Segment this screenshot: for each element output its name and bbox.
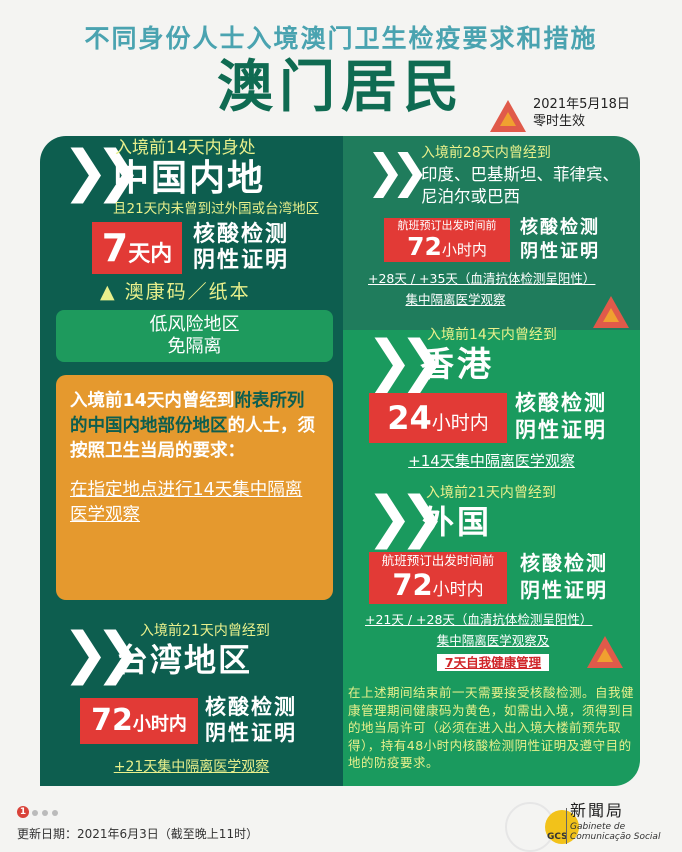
warning-triangle-icon <box>587 636 623 668</box>
effective-date-text: 2021年5月18日 <box>533 97 630 112</box>
special-areas-box: 入境前14天内曾经到附表所列的中国内地部份地区的人士，须按照卫生当局的要求： 在… <box>56 375 333 600</box>
foreign-days: +21天 / +28天（血清抗体检测呈阳性） <box>365 612 593 627</box>
hours-number: 72 <box>392 568 433 602</box>
page-subtitle: 不同身份人士入境澳门卫生检疫要求和措施 <box>84 24 598 53</box>
taiwan-region: 台湾地区 <box>116 641 253 679</box>
mainland-pre: 入境前14天内身处 <box>115 138 256 158</box>
logo-pt-line2: Comunicação Social <box>570 832 661 842</box>
hours-unit: 小时内 <box>132 714 187 735</box>
india-regions: 印度、巴基斯坦、菲律宾、 尼泊尔或巴西 <box>421 164 619 208</box>
foreign-note: 在上述期间结束前一天需要接受核酸检测。自我健康管理期间健康码为黄色，如需出入境，… <box>348 685 635 770</box>
test-line2: 阴性证明 <box>515 418 607 442</box>
flight-text: 航班预订出发时间前 <box>397 219 497 232</box>
hours-number: 72 <box>407 232 442 261</box>
logo-pt-line1: Gabinete de <box>570 822 626 832</box>
foreign-quarantine: 集中隔离医学观察及 <box>436 633 550 648</box>
test-line2: 阴性证明 <box>205 721 297 745</box>
hours-unit: 小时内 <box>441 241 487 259</box>
low-risk-line1: 低风险地区 <box>149 314 240 335</box>
hours-unit: 小时内 <box>431 412 489 434</box>
warning-triangle-icon <box>490 100 526 132</box>
page-title: 澳门居民 <box>217 55 465 120</box>
foreign-pre: 入境前21天内曾经到 <box>426 485 556 501</box>
hk-pre: 入境前14天内曾经到 <box>427 327 557 343</box>
taiwan-quarantine: +21天集中隔离医学观察 <box>113 759 270 775</box>
india-quarantine: 集中隔离医学观察 <box>405 292 506 307</box>
days-number: 7 <box>101 226 129 270</box>
taiwan-pre: 入境前21天内曾经到 <box>140 623 270 639</box>
hours-number: 24 <box>387 399 432 437</box>
chevron-icon: ❯❯ <box>366 144 429 198</box>
test-line1: 核酸检测 <box>520 217 600 238</box>
mainland-test: 核酸检测 阴性证明 <box>193 222 289 274</box>
taiwan-hours-badge: 72小时内 <box>80 698 198 744</box>
test-line2: 阴性证明 <box>520 578 608 602</box>
mainland-days-badge: 7天内 <box>92 222 182 274</box>
test-line1: 核酸检测 <box>520 551 608 575</box>
orange-highlight: 附表所列的中国内地部份地区 <box>70 391 305 436</box>
logo-portuguese: Gabinete de Comunicação Social <box>570 822 660 842</box>
low-risk-line2: 免隔离 <box>167 336 222 357</box>
health-code-text: ▲ 澳康码／纸本 <box>100 281 251 303</box>
test-line1: 核酸检测 <box>515 391 607 415</box>
orange-lead: 入境前14天内曾经到 <box>70 391 235 411</box>
test-line2: 阴性证明 <box>520 241 600 262</box>
self-health-management: 7天自我健康管理 <box>437 654 549 671</box>
hk-test: 核酸检测 阴性证明 <box>515 390 607 444</box>
mainland-region: 中国内地 <box>113 158 266 199</box>
hk-region: 香港 <box>420 345 494 385</box>
region-line2: 尼泊尔或巴西 <box>421 187 520 206</box>
hk-quarantine: +14天集中隔离医学观察 <box>408 452 575 470</box>
page-dot[interactable] <box>52 810 58 816</box>
logo-abbr: GCS <box>547 832 568 842</box>
hk-hours-badge: 24小时内 <box>369 393 507 443</box>
warning-triangle-icon <box>593 296 629 328</box>
low-risk-box: 低风险地区 免隔离 <box>56 310 333 362</box>
page-dots <box>32 810 58 816</box>
mainland-note: 且21天内未曾到过外国或台湾地区 <box>113 201 320 217</box>
gcs-logo-icon <box>545 810 579 844</box>
orange-rest: 的人士，须按照卫生当局的要求： <box>70 416 315 461</box>
foreign-hours-badge: 航班预订出发时间前 72小时内 <box>369 552 507 604</box>
page-dot[interactable] <box>42 810 48 816</box>
hours-number: 72 <box>91 703 133 738</box>
test-line1: 核酸检测 <box>205 695 297 719</box>
effective-date: 2021年5月18日 零时生效 <box>533 96 630 130</box>
foreign-test: 核酸检测 阴性证明 <box>520 550 608 604</box>
page-dot[interactable] <box>32 810 38 816</box>
india-test: 核酸检测 阴性证明 <box>520 216 600 264</box>
days-unit: 天内 <box>128 242 173 267</box>
page-indicator-active[interactable]: 1 <box>17 806 29 818</box>
foreign-region: 外国 <box>422 503 493 541</box>
taiwan-test: 核酸检测 阴性证明 <box>205 694 297 746</box>
test-line1: 核酸检测 <box>193 222 290 247</box>
flight-text: 航班预订出发时间前 <box>381 553 495 568</box>
india-days: +28天 / +35天（血清抗体检测呈阳性） <box>368 271 596 286</box>
quarantine-link[interactable]: 在指定地点进行14天集中隔离医学观察 <box>70 480 303 525</box>
india-pre: 入境前28天内曾经到 <box>421 145 551 161</box>
logo-chinese: 新聞局 <box>570 801 625 820</box>
hours-unit: 小时内 <box>432 580 484 600</box>
india-hours-badge: 航班预订出发时间前 72小时内 <box>384 218 510 262</box>
update-date: 更新日期：2021年6月3日（截至晚上11时） <box>17 827 259 841</box>
effective-time-text: 零时生效 <box>533 114 586 129</box>
test-line2: 阴性证明 <box>193 248 290 273</box>
region-line1: 印度、巴基斯坦、菲律宾、 <box>421 165 619 184</box>
logo-divider <box>566 808 567 844</box>
